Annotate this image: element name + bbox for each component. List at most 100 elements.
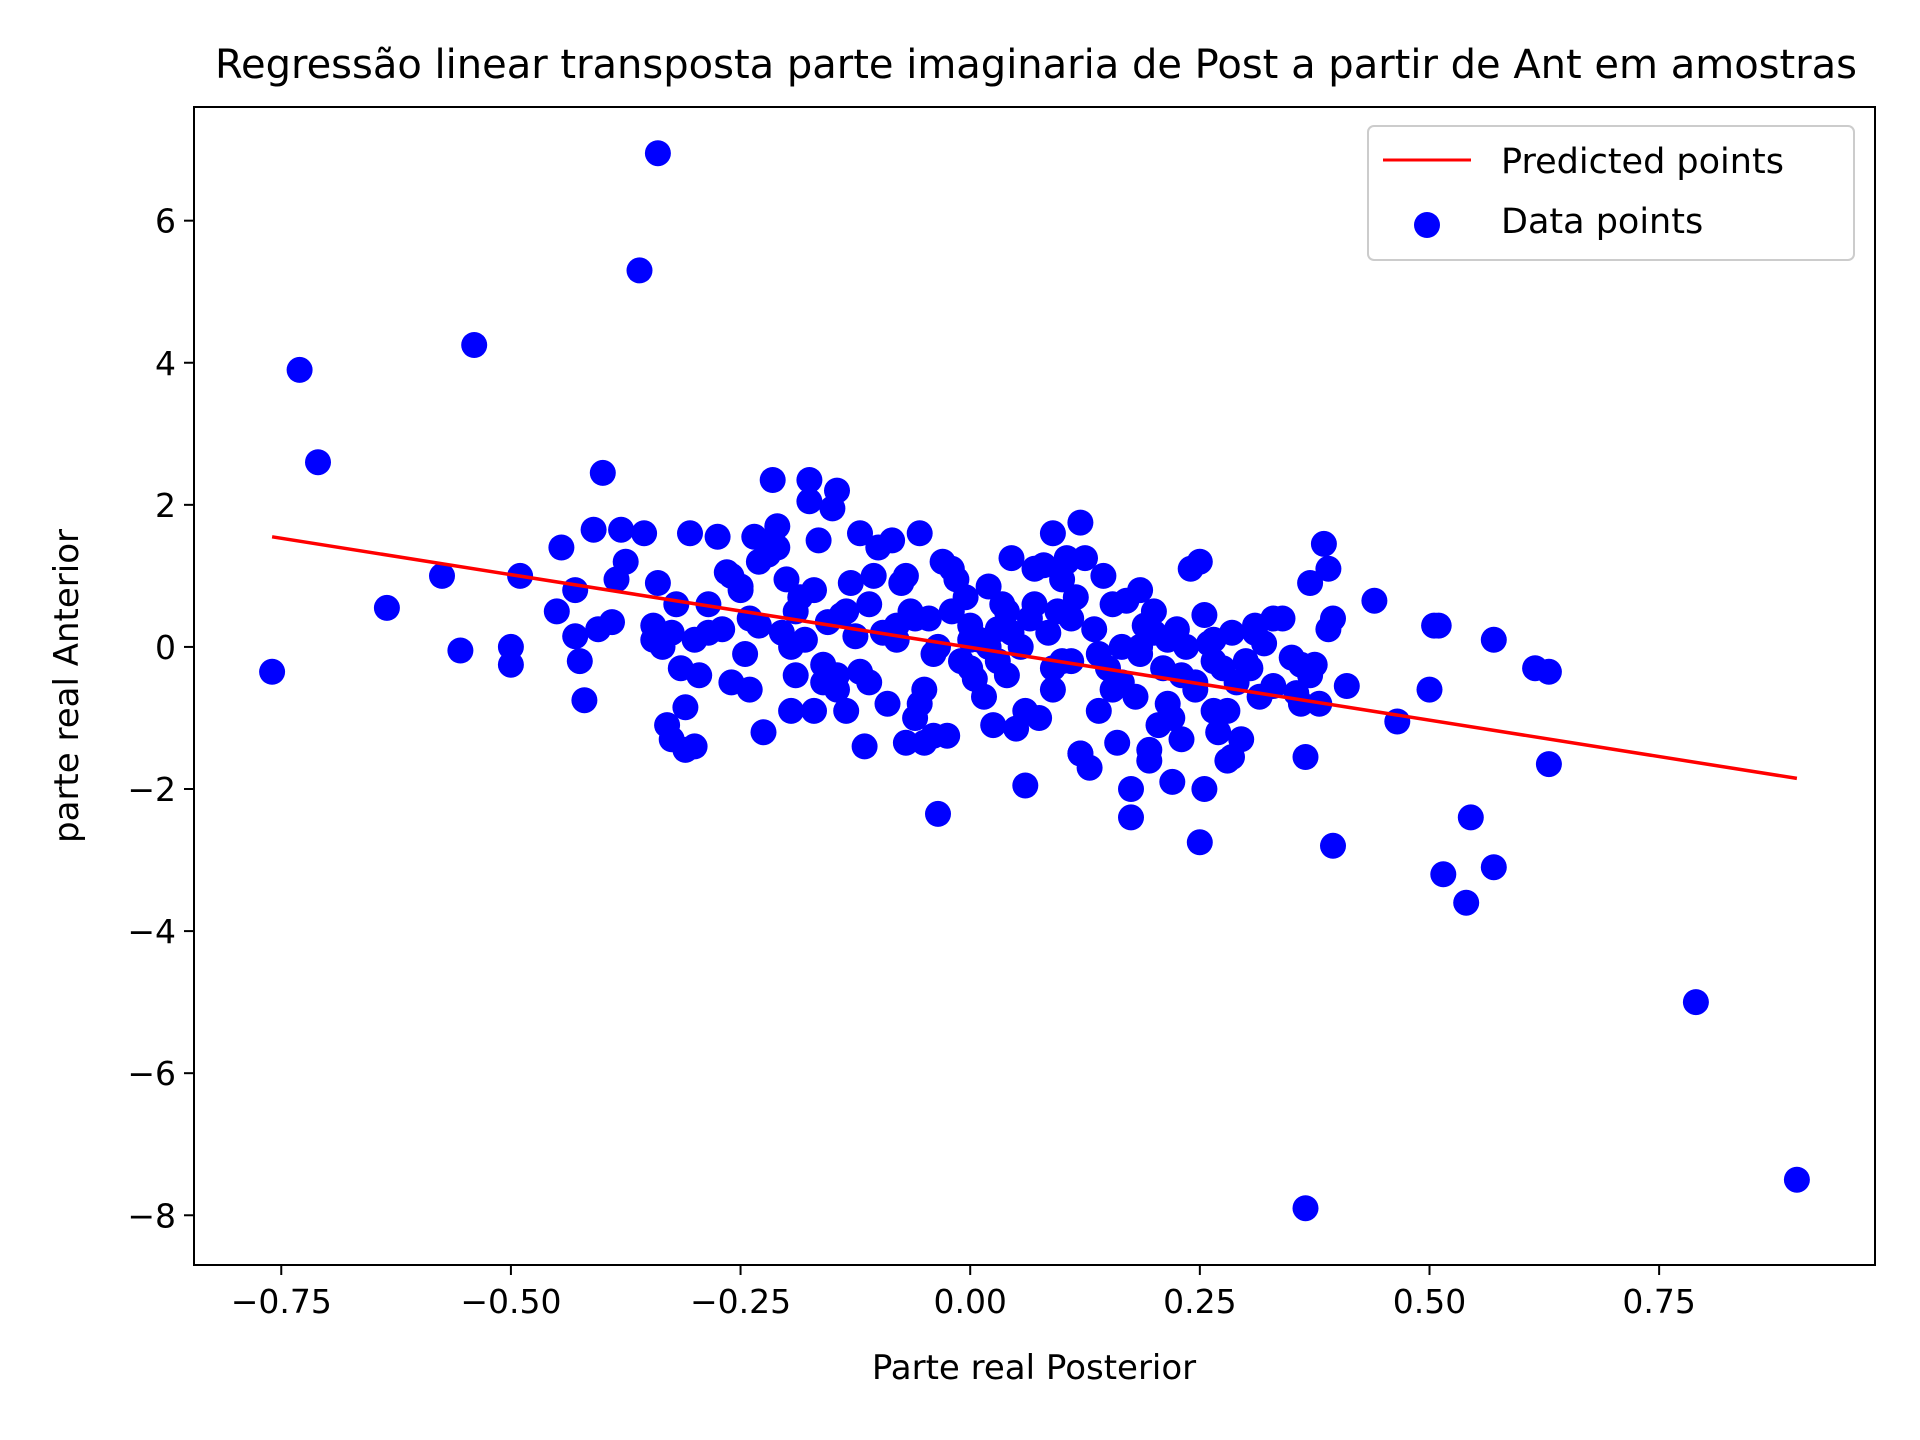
data-point xyxy=(1012,772,1039,799)
data-point xyxy=(906,520,933,547)
data-point xyxy=(847,520,873,547)
data-point xyxy=(305,449,331,476)
data-point xyxy=(612,548,639,575)
data-point xyxy=(704,523,731,550)
data-point xyxy=(644,570,671,596)
data-point xyxy=(1315,555,1342,582)
data-point xyxy=(1320,832,1346,859)
data-point xyxy=(1159,768,1186,795)
data-point xyxy=(1682,989,1709,1016)
data-point xyxy=(1430,861,1457,888)
data-point xyxy=(1021,591,1048,618)
data-point xyxy=(429,562,455,589)
data-point xyxy=(571,687,598,714)
data-point xyxy=(1453,889,1480,916)
data-point xyxy=(810,669,837,696)
data-point xyxy=(608,516,635,543)
data-point xyxy=(580,516,607,543)
y-tick-label: 4 xyxy=(155,344,176,383)
data-point xyxy=(672,736,699,763)
data-point xyxy=(902,605,929,632)
data-point xyxy=(833,598,860,625)
data-point xyxy=(1039,520,1066,547)
data-point xyxy=(1287,651,1314,678)
data-point xyxy=(778,697,805,724)
data-point xyxy=(998,619,1025,646)
x-tick-label: 0.25 xyxy=(1163,1282,1236,1321)
data-point xyxy=(1062,584,1089,611)
data-point xyxy=(1425,612,1452,639)
data-point xyxy=(543,598,570,625)
data-point xyxy=(801,577,827,604)
data-point xyxy=(759,467,786,493)
data-point xyxy=(566,648,593,675)
data-point xyxy=(1292,1195,1319,1222)
data-point xyxy=(1186,548,1213,575)
x-tick-label: 0.00 xyxy=(933,1282,1006,1321)
data-point xyxy=(626,257,653,284)
axes-frame xyxy=(193,106,1876,1266)
data-point xyxy=(856,669,883,696)
data-point xyxy=(856,591,883,618)
data-point xyxy=(1260,605,1287,632)
x-axis-label: Parte real Posterior xyxy=(872,1348,1196,1388)
data-point xyxy=(750,719,777,746)
data-point xyxy=(631,520,658,547)
y-tick-label: −2 xyxy=(127,770,176,809)
data-point xyxy=(589,459,616,486)
data-point xyxy=(1186,829,1213,856)
data-point xyxy=(1260,673,1287,699)
y-tick-label: 2 xyxy=(155,486,176,525)
y-tick-label: −6 xyxy=(127,1054,176,1093)
x-tick-label: −0.50 xyxy=(460,1282,561,1321)
data-point xyxy=(759,527,786,554)
data-point xyxy=(892,562,919,589)
data-point xyxy=(1127,577,1154,604)
data-point xyxy=(373,594,400,621)
data-point xyxy=(1081,616,1108,643)
data-point xyxy=(1480,626,1507,653)
data-point xyxy=(925,800,951,827)
data-point xyxy=(1085,641,1112,667)
data-point xyxy=(1090,562,1117,589)
data-point xyxy=(1118,776,1144,802)
legend-label-data: Data points xyxy=(1501,202,1703,242)
data-point xyxy=(1067,509,1094,536)
data-point xyxy=(971,683,997,710)
data-point xyxy=(562,577,589,604)
data-point xyxy=(796,488,823,515)
data-point xyxy=(1320,605,1346,632)
data-point xyxy=(1219,744,1245,770)
data-point xyxy=(879,527,906,554)
data-point xyxy=(957,655,984,682)
data-point xyxy=(640,612,667,639)
data-point xyxy=(1214,697,1241,724)
legend: Predicted points Data points xyxy=(1367,125,1855,261)
data-point xyxy=(562,623,589,650)
data-point xyxy=(1053,548,1080,575)
data-point xyxy=(892,729,919,756)
data-point xyxy=(782,662,809,689)
data-point xyxy=(1154,690,1181,717)
data-point xyxy=(1535,751,1562,778)
data-point xyxy=(1297,570,1324,596)
data-point xyxy=(860,562,887,589)
legend-dot-swatch xyxy=(1414,212,1440,238)
chart-title: Regressão linear transposta parte imagin… xyxy=(215,42,1857,88)
plot-area xyxy=(259,140,1810,1222)
data-point xyxy=(773,566,800,593)
legend-label-predicted: Predicted points xyxy=(1501,142,1784,182)
data-point xyxy=(732,641,759,667)
data-point xyxy=(833,697,860,724)
data-point xyxy=(778,633,805,660)
data-point xyxy=(599,609,625,636)
data-point xyxy=(975,573,1002,600)
x-tick-label: −0.75 xyxy=(231,1282,332,1321)
x-tick-label: −0.25 xyxy=(690,1282,791,1321)
data-point xyxy=(677,520,703,547)
data-point xyxy=(1292,744,1319,770)
data-point xyxy=(938,555,965,582)
regression-line xyxy=(271,535,1798,781)
data-point xyxy=(1535,658,1562,685)
